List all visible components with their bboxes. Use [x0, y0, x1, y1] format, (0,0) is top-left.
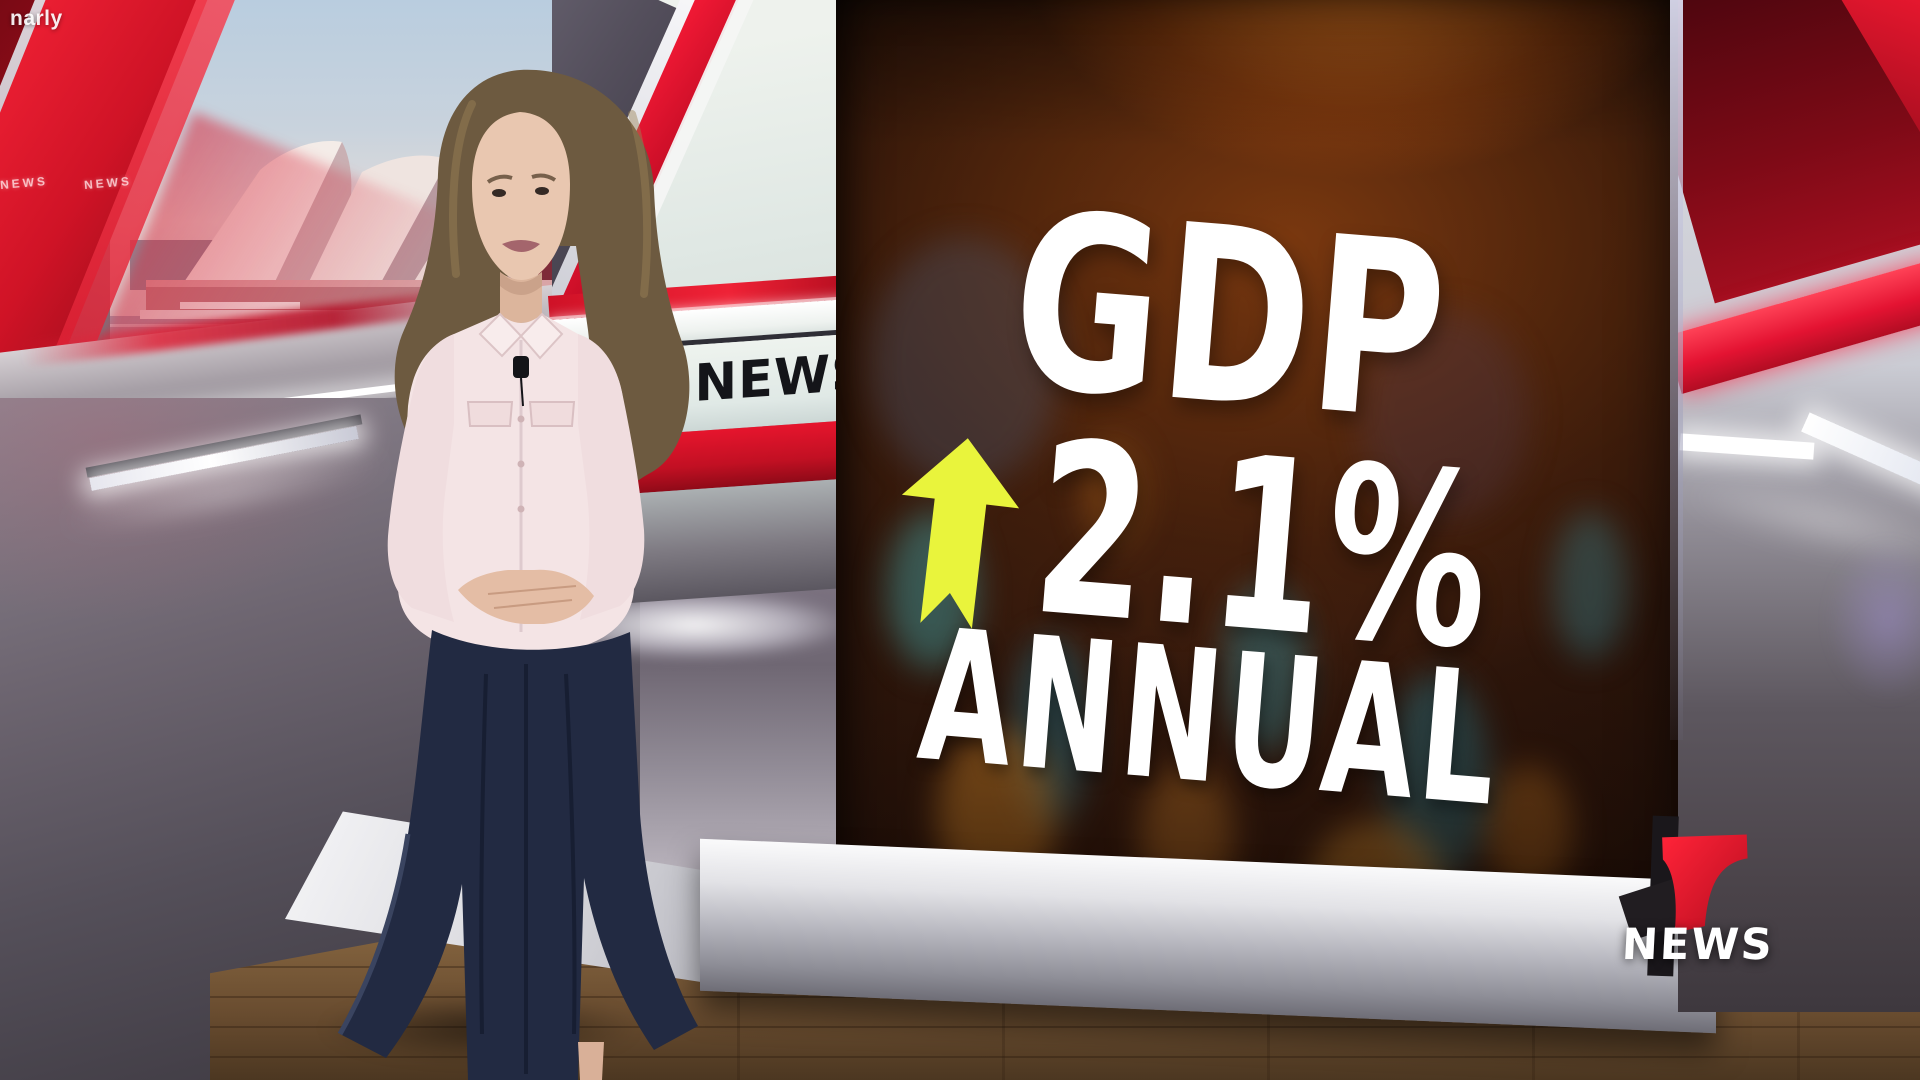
eyebrows	[486, 173, 557, 184]
blouse-torso	[397, 314, 635, 654]
logo-news-label: NEWS	[1620, 920, 1776, 970]
watermark-text: narly	[10, 7, 63, 30]
neck-shadow	[500, 272, 542, 295]
up-arrow-shape	[901, 438, 1020, 629]
seven-glyph	[1662, 834, 1748, 932]
lips	[502, 240, 540, 252]
skirt	[340, 630, 698, 1080]
gdp-graphic: GDP 2.1% ANNUAL	[840, 160, 1614, 903]
purple-glow	[1828, 540, 1920, 700]
clasped-hands	[458, 569, 594, 624]
studio-graphic-screen: GDP 2.1% ANNUAL	[836, 0, 1680, 903]
microphone-cord	[520, 377, 524, 407]
blouse-collar	[478, 312, 564, 360]
channel-logo: NEWS	[1598, 810, 1828, 992]
button	[517, 505, 525, 513]
finger-lines	[487, 585, 577, 609]
right-sleeve	[578, 334, 645, 620]
hair-highlights	[449, 100, 652, 298]
skirt-folds	[479, 664, 577, 1074]
seven-logo-icon	[1662, 834, 1748, 932]
presenter-leg	[578, 1042, 604, 1080]
eye	[492, 189, 506, 197]
blouse-pockets	[466, 401, 576, 427]
button	[517, 415, 525, 423]
gdp-period: ANNUAL	[912, 588, 1509, 847]
floor-chevron-light	[1801, 412, 1920, 501]
eye	[535, 187, 549, 195]
button	[517, 460, 525, 468]
floor-chevron-light	[1679, 433, 1815, 460]
clip-microphone	[513, 356, 529, 378]
skirt-flare-edge	[337, 833, 411, 1036]
screen-edge-highlight	[1670, 0, 1683, 740]
up-arrow-icon	[887, 430, 1026, 634]
presenter-face	[472, 112, 570, 281]
left-sleeve	[387, 334, 454, 622]
news-presenter	[337, 69, 698, 1080]
